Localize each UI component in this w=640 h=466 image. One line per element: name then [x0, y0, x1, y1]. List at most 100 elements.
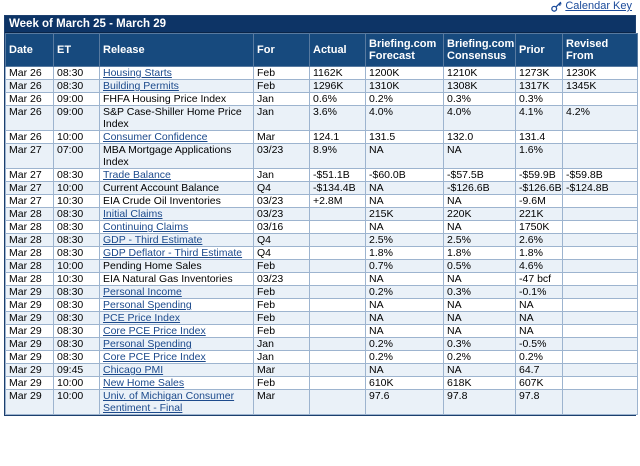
cell-date: Mar 28 — [5, 246, 54, 260]
cell-release: S&P Case-Shiller Home Price Index — [99, 105, 254, 131]
cell-et: 08:30 — [53, 324, 100, 338]
release-link[interactable]: Core PCE Price Index — [103, 325, 206, 337]
table-row: Mar 29 08:30 Personal Spending Feb NA NA NA — [5, 298, 638, 312]
header-date: Date — [5, 33, 54, 67]
release-link[interactable]: GDP - Third Estimate — [103, 234, 203, 246]
cell-date: Mar 26 — [5, 105, 54, 131]
cell-for: Feb — [253, 79, 310, 93]
cell-actual — [309, 337, 366, 351]
cell-date: Mar 27 — [5, 168, 54, 182]
cell-prior: -9.6M — [515, 194, 563, 208]
cell-for: Feb — [253, 66, 310, 80]
header-release: Release — [99, 33, 254, 67]
table-row: Mar 26 10:00 Consumer Confidence Mar 124.1 13… — [5, 130, 638, 144]
cell-consensus: 1308K — [443, 79, 516, 93]
cell-et: 08:30 — [53, 79, 100, 93]
release-link[interactable]: Consumer Confidence — [103, 131, 208, 143]
cell-forecast: 0.2% — [365, 285, 444, 299]
cell-revised — [562, 92, 638, 106]
cell-for: 03/23 — [253, 207, 310, 221]
release-link[interactable]: Building Permits — [103, 80, 179, 92]
cell-prior: NA — [515, 311, 563, 325]
cell-actual — [309, 272, 366, 286]
cell-for: Jan — [253, 105, 310, 131]
cell-actual: -$51.1B — [309, 168, 366, 182]
cell-revised — [562, 311, 638, 325]
cell-actual — [309, 324, 366, 338]
cell-prior: 1.8% — [515, 246, 563, 260]
release-link[interactable]: Continuing Claims — [103, 221, 189, 233]
release-link[interactable]: Personal Spending — [103, 338, 192, 350]
cell-et: 08:30 — [53, 298, 100, 312]
cell-for: Jan — [253, 350, 310, 364]
release-link[interactable]: Core PCE Price Index — [103, 351, 206, 363]
table-row: Mar 26 09:00 FHFA Housing Price Index Jan 0.… — [5, 92, 638, 106]
cell-date: Mar 27 — [5, 194, 54, 208]
cell-actual — [309, 311, 366, 325]
release-link[interactable]: PCE Price Index — [103, 312, 181, 324]
cell-prior: 1.6% — [515, 143, 563, 169]
table-row: Mar 29 10:00 New Home Sales Feb 610K 618K 607K — [5, 376, 638, 390]
cell-date: Mar 28 — [5, 272, 54, 286]
calendar-key-link[interactable]: Calendar Key — [551, 0, 632, 12]
table-row: Mar 27 08:30 Trade Balance Jan -$51.1B -$60.0… — [5, 168, 638, 182]
cell-actual — [309, 350, 366, 364]
cell-date: Mar 29 — [5, 311, 54, 325]
cell-revised — [562, 285, 638, 299]
cell-release: Current Account Balance — [99, 181, 254, 195]
cell-revised — [562, 246, 638, 260]
cell-et: 08:30 — [53, 233, 100, 247]
cell-date: Mar 29 — [5, 363, 54, 377]
cell-release: Core PCE Price Index — [99, 350, 254, 364]
cell-revised — [562, 130, 638, 144]
cell-et: 08:30 — [53, 207, 100, 221]
cell-actual — [309, 259, 366, 273]
cell-forecast: 610K — [365, 376, 444, 390]
cell-consensus: 0.3% — [443, 285, 516, 299]
cell-prior: 0.3% — [515, 92, 563, 106]
cell-revised — [562, 350, 638, 364]
cell-revised — [562, 220, 638, 234]
cell-date: Mar 29 — [5, 298, 54, 312]
cell-prior: 221K — [515, 207, 563, 221]
cell-et: 08:30 — [53, 285, 100, 299]
cell-prior: NA — [515, 298, 563, 312]
cell-consensus: 97.8 — [443, 389, 516, 415]
cell-release: EIA Natural Gas Inventories — [99, 272, 254, 286]
cell-revised — [562, 194, 638, 208]
cell-revised — [562, 143, 638, 169]
release-link[interactable]: Initial Claims — [103, 208, 163, 220]
cell-for: 03/16 — [253, 220, 310, 234]
cell-forecast: 0.2% — [365, 350, 444, 364]
cell-consensus: 618K — [443, 376, 516, 390]
cell-forecast: 0.2% — [365, 92, 444, 106]
cell-forecast: NA — [365, 143, 444, 169]
table-row: Mar 27 10:30 EIA Crude Oil Inventories 03/2… — [5, 194, 638, 208]
cell-revised: 1230K — [562, 66, 638, 80]
cell-revised — [562, 233, 638, 247]
cell-prior: -$126.6B — [515, 181, 563, 195]
cell-revised — [562, 337, 638, 351]
release-link[interactable]: Housing Starts — [103, 67, 172, 79]
cell-et: 10:00 — [53, 389, 100, 415]
cell-consensus: 220K — [443, 207, 516, 221]
release-link[interactable]: Trade Balance — [103, 169, 171, 181]
release-link[interactable]: Personal Income — [103, 286, 182, 298]
cell-revised — [562, 272, 638, 286]
cell-date: Mar 29 — [5, 350, 54, 364]
release-link[interactable]: New Home Sales — [103, 377, 185, 389]
release-link[interactable]: Personal Spending — [103, 299, 192, 311]
cell-forecast: 4.0% — [365, 105, 444, 131]
release-link[interactable]: Chicago PMI — [103, 364, 164, 376]
cell-consensus: NA — [443, 194, 516, 208]
cell-date: Mar 28 — [5, 233, 54, 247]
header-for: For — [253, 33, 310, 67]
table-row: Mar 29 08:30 Core PCE Price Index Jan 0.2% 0.… — [5, 350, 638, 364]
cell-for: Mar — [253, 363, 310, 377]
release-link[interactable]: Univ. of Michigan Consumer Sentiment - F… — [103, 390, 235, 414]
cell-forecast: 1200K — [365, 66, 444, 80]
cell-consensus: -$126.6B — [443, 181, 516, 195]
cell-release: Personal Spending — [99, 298, 254, 312]
cell-actual: 1162K — [309, 66, 366, 80]
release-link[interactable]: GDP Deflator - Third Estimate — [103, 247, 243, 259]
